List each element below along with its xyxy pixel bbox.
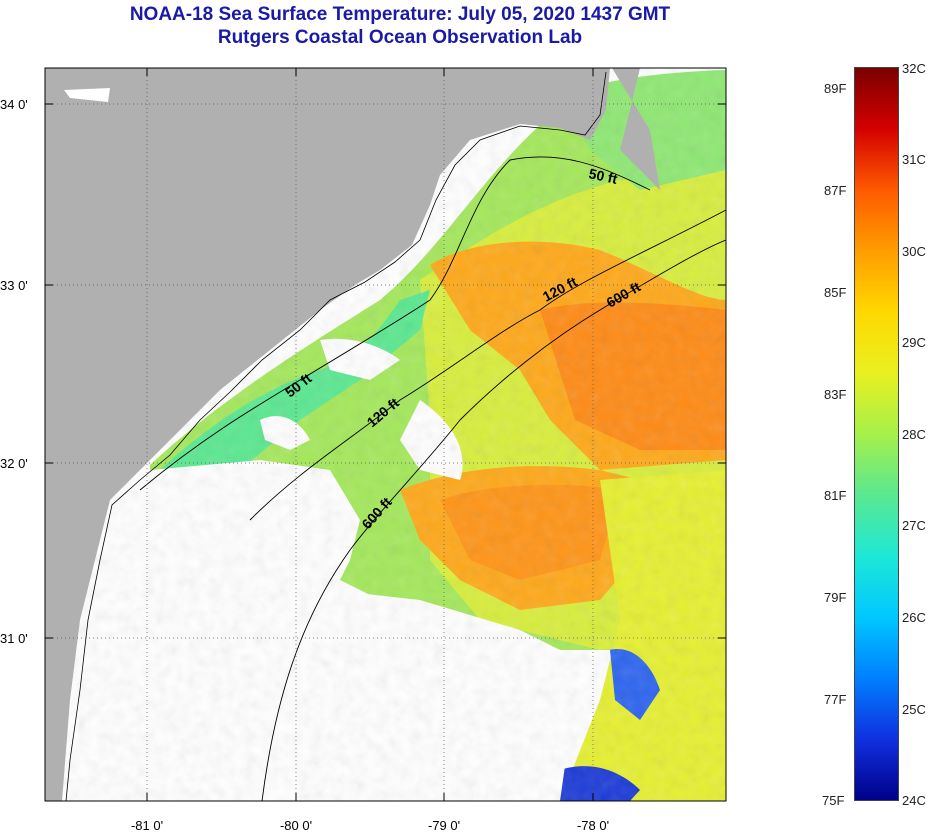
lon-label-78: -78 0' — [577, 818, 609, 832]
colorbar-label-32c: 32C — [902, 61, 926, 76]
lat-label-31: 31 0' — [0, 631, 28, 646]
colorbar-label-29c: 29C — [902, 335, 926, 350]
coastline — [65, 71, 607, 801]
map-subtitle: Rutgers Coastal Ocean Observation Lab — [217, 27, 583, 48]
colorbar-label-75f: 75F — [822, 793, 845, 808]
lat-label-33: 33 0' — [0, 278, 28, 293]
land-mass — [45, 68, 610, 801]
colorbar-label-87f: 87F — [824, 183, 847, 198]
contour-120ft — [249, 209, 726, 521]
lat-label-32: 32 0' — [0, 456, 28, 471]
colorbar-label-25c: 25C — [902, 702, 926, 717]
temperature-colorbar — [854, 67, 899, 801]
graticule — [45, 68, 726, 801]
contour-600ft — [261, 239, 726, 801]
colorbar-label-81f: 81F — [824, 488, 847, 503]
colorbar-label-79f: 79F — [824, 590, 847, 605]
colorbar-label-89f: 89F — [824, 81, 847, 96]
contour-50ft — [139, 156, 651, 491]
map-title: NOAA-18 Sea Surface Temperature: July 05… — [129, 4, 671, 25]
colorbar-label-24c: 24C — [902, 793, 926, 808]
colorbar-label-28c: 28C — [902, 427, 926, 442]
colorbar-label-26c: 26C — [902, 610, 926, 625]
lon-label-80: -80 0' — [280, 818, 312, 832]
isobaths — [139, 156, 726, 801]
lon-label-79: -79 0' — [428, 818, 460, 832]
colorbar-label-31c: 31C — [902, 152, 926, 167]
contour-label-50ft-north: 50 ft — [587, 165, 619, 187]
map-frame — [44, 67, 727, 802]
tick-marks — [45, 68, 726, 801]
land-island — [612, 68, 660, 190]
colorbar-label-83f: 83F — [824, 387, 847, 402]
colorbar-label-30c: 30C — [902, 244, 926, 259]
lat-label-34: 34 0' — [0, 97, 28, 112]
colorbar-label-77f: 77F — [824, 692, 847, 707]
lake — [64, 88, 110, 102]
colorbar-label-27c: 27C — [902, 518, 926, 533]
lon-label-81: -81 0' — [131, 818, 163, 832]
colorbar-label-85f: 85F — [824, 285, 847, 300]
